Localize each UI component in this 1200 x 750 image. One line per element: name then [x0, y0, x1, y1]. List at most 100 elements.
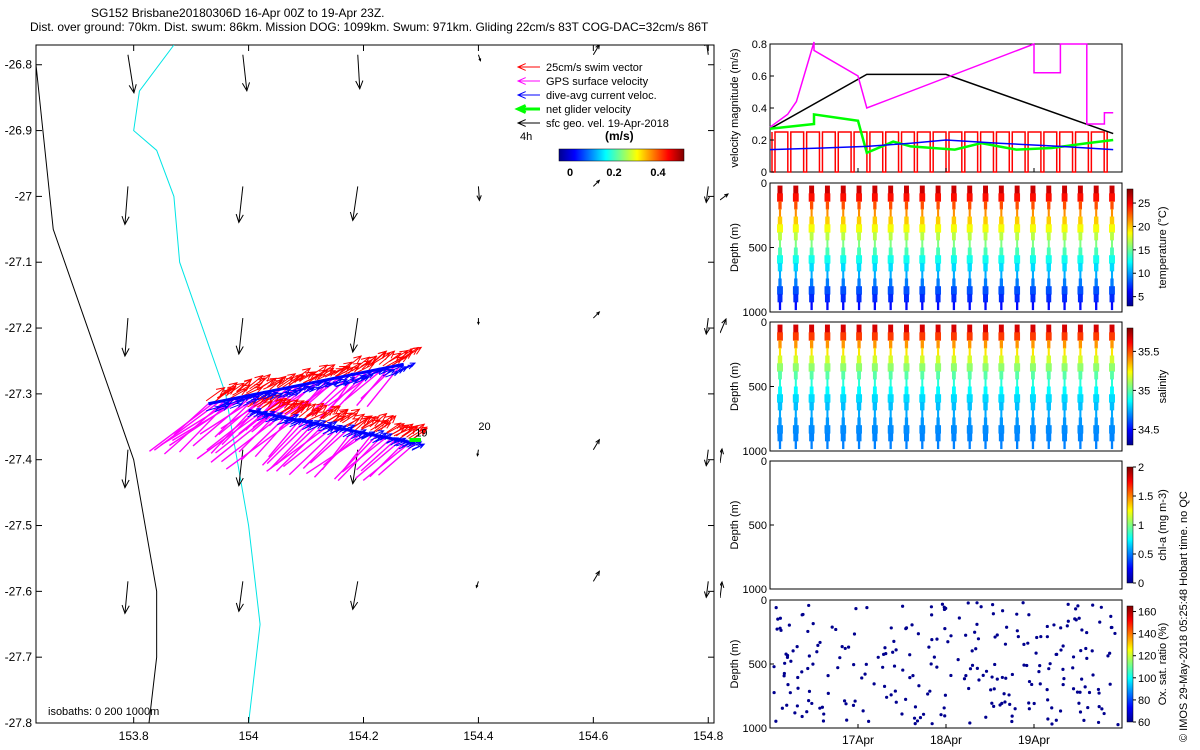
- profile-segment: [1077, 185, 1083, 194]
- oxygen-sample: [778, 626, 782, 630]
- oxygen-sample: [1113, 631, 1117, 636]
- arrow-shaft: [247, 397, 265, 408]
- profile-segment: [841, 340, 845, 349]
- profile-segment: [919, 193, 926, 202]
- profile-segment: [1029, 363, 1036, 372]
- profile-segment: [1079, 378, 1082, 388]
- profile-segment: [871, 363, 878, 372]
- swim-vector: [395, 423, 414, 437]
- profile-segment: [793, 324, 799, 333]
- profile-segment: [967, 216, 972, 225]
- oxygen-sample: [1030, 682, 1034, 687]
- velocity-panel: 0 0.2 0.4 0.6 0.8 velocity magnitude (m/s): [729, 39, 1123, 179]
- profile-segment: [1031, 347, 1034, 357]
- profile-segment: [937, 208, 940, 218]
- colorbar-tick-label: 25: [1138, 198, 1150, 210]
- profile-segment: [1047, 378, 1050, 388]
- geo-velocity-arrow: [476, 449, 480, 457]
- profile-segment: [889, 201, 893, 210]
- arrow-head: [265, 400, 274, 408]
- profile-segment: [1047, 340, 1051, 349]
- profile-segment: [889, 239, 892, 249]
- profile-segment: [792, 224, 799, 233]
- arrow-shaft: [317, 382, 332, 390]
- profile-segment: [920, 247, 925, 256]
- profile-segment: [857, 417, 861, 426]
- profile-segment: [967, 324, 973, 333]
- oxygen-sample: [775, 627, 779, 631]
- profile-segment: [1062, 278, 1067, 287]
- oxygen-sample: [800, 670, 804, 674]
- profile-segment: [1110, 386, 1114, 395]
- y-tick-label: 0: [761, 317, 767, 329]
- oxygen-sample: [1091, 603, 1095, 607]
- oxygen-sample: [1100, 707, 1104, 711]
- profile-segment: [792, 193, 799, 202]
- profile-segment: [1110, 270, 1114, 280]
- oxygen-sample: [893, 689, 897, 693]
- profile-segment: [777, 401, 783, 411]
- oxygen-sample: [916, 632, 920, 636]
- oxygen-sample: [843, 646, 847, 651]
- oxygen-sample: [1025, 663, 1029, 668]
- colorbar-tick-label: 0: [1138, 578, 1144, 590]
- edge-arrow: [720, 580, 725, 599]
- profile-segment: [935, 255, 942, 264]
- profile-segment: [1031, 247, 1035, 256]
- current-vector: [343, 377, 356, 384]
- oxygen-sample: [992, 687, 996, 691]
- profile-segment: [983, 386, 988, 395]
- oxygen-sample: [1035, 635, 1039, 640]
- profile-segment: [920, 232, 925, 241]
- profile-segment: [919, 394, 926, 403]
- profile-segment: [777, 193, 783, 202]
- profile-segment: [1109, 401, 1115, 411]
- profile-segment: [793, 355, 799, 364]
- profile-segment: [920, 371, 925, 380]
- profile-segment: [1077, 286, 1084, 295]
- oxygen-sample: [973, 630, 977, 634]
- y-tick-label: 1000: [743, 307, 767, 319]
- oxygen-sample: [1087, 690, 1092, 695]
- profile-segment: [794, 239, 797, 249]
- arrow-shaft: [352, 186, 359, 221]
- profile-segment: [1000, 270, 1003, 280]
- profile-segment: [1109, 293, 1115, 303]
- profile-segment: [984, 378, 987, 388]
- profile-segment: [1046, 432, 1052, 442]
- arrow-shaft: [236, 379, 252, 393]
- arrow-head: [215, 386, 226, 396]
- profile-segment: [951, 324, 957, 333]
- profile-segment: [793, 262, 799, 272]
- profile-segment: [809, 417, 814, 426]
- profile-segment: [810, 208, 813, 218]
- oxygen-sample: [970, 663, 975, 667]
- section-colorbar: [1126, 327, 1134, 446]
- profile-segment: [824, 193, 831, 202]
- arrow-shaft: [333, 379, 347, 386]
- profile-segment: [809, 262, 814, 272]
- profile-segment: [840, 293, 846, 303]
- profile-segment: [1014, 394, 1021, 403]
- arrow-head: [327, 370, 337, 377]
- profile-segment: [856, 363, 863, 372]
- profile-segment: [1095, 239, 1098, 249]
- profile-segment: [841, 371, 846, 380]
- oxygen-sample: [975, 666, 979, 670]
- profile-segment: [936, 278, 940, 287]
- profile-segment: [951, 216, 957, 225]
- profile-segment: [1079, 270, 1082, 280]
- oxygen-sample: [995, 677, 999, 681]
- arrow-head: [418, 426, 428, 435]
- profile-segment: [778, 201, 782, 210]
- oxygen-sample: [1059, 648, 1063, 652]
- oxygen-sample: [882, 684, 887, 689]
- oxygen-sample: [776, 617, 780, 621]
- series-line: [769, 41, 1114, 128]
- profile-segment: [1030, 425, 1036, 434]
- profile-segment: [1109, 324, 1115, 333]
- gps-velocity-vector: [269, 422, 315, 470]
- oxygen-sample: [810, 701, 814, 706]
- arrow-shaft: [333, 361, 353, 376]
- swim-vector: [308, 364, 329, 378]
